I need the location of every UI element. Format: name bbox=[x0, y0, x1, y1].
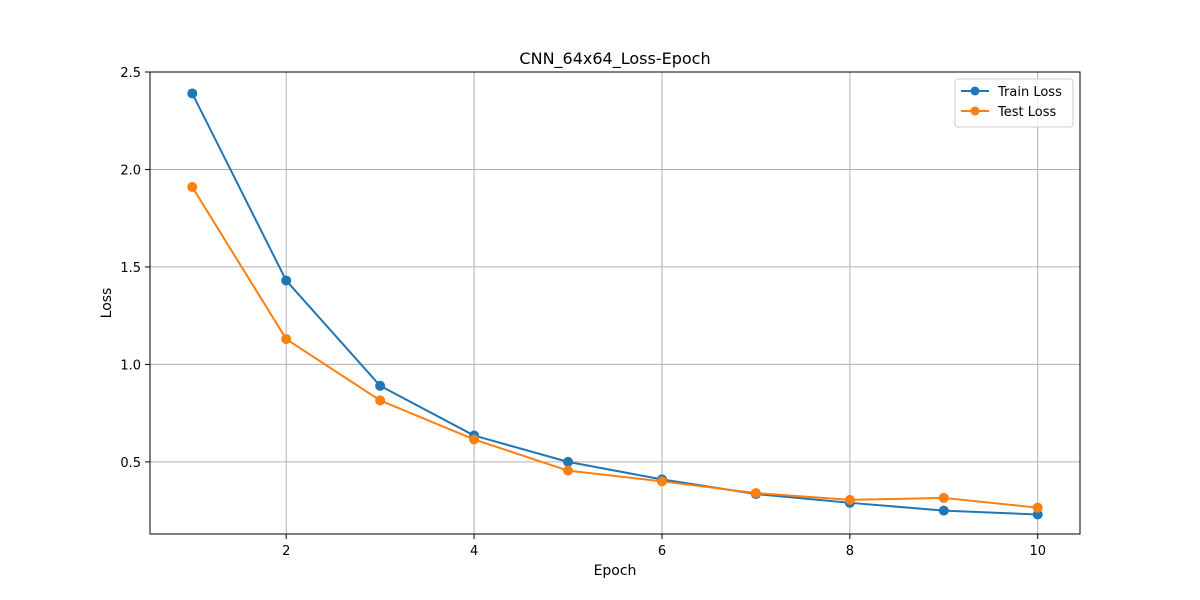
data-point bbox=[281, 275, 292, 286]
x-tick-label: 4 bbox=[470, 544, 478, 559]
axis-ticks: 2 4 6 8 10 0.5 1.0 1.5 2.0 2.5 bbox=[120, 66, 1046, 559]
x-axis-label: Epoch bbox=[594, 563, 637, 579]
data-point bbox=[938, 505, 949, 516]
y-axis-label: Loss bbox=[99, 288, 115, 319]
chart-title: CNN_64x64_Loss-Epoch bbox=[519, 49, 710, 69]
y-tick-label: 1.0 bbox=[120, 358, 141, 373]
legend-marker bbox=[970, 86, 980, 96]
legend-marker bbox=[970, 106, 980, 116]
series-test-loss bbox=[187, 182, 1043, 513]
data-point bbox=[281, 334, 292, 345]
data-point bbox=[375, 395, 386, 406]
data-point bbox=[563, 465, 574, 476]
legend-item: Test Loss bbox=[961, 105, 1056, 120]
data-point bbox=[469, 434, 480, 445]
series-layer bbox=[187, 88, 1043, 520]
x-tick-label: 6 bbox=[658, 544, 666, 559]
y-tick-label: 2.0 bbox=[120, 163, 141, 178]
y-tick-label: 1.5 bbox=[120, 261, 141, 276]
legend-label: Train Loss bbox=[997, 85, 1062, 100]
data-point bbox=[750, 488, 761, 499]
data-point bbox=[844, 494, 855, 505]
data-point bbox=[187, 182, 198, 193]
data-point bbox=[375, 380, 386, 391]
plot-area-frame bbox=[149, 71, 1081, 535]
data-point bbox=[1032, 502, 1043, 513]
y-tick-label: 2.5 bbox=[120, 66, 141, 81]
x-tick-label: 10 bbox=[1029, 544, 1046, 559]
x-tick-label: 2 bbox=[282, 544, 290, 559]
data-point bbox=[187, 88, 198, 99]
data-point bbox=[563, 456, 574, 467]
series-line bbox=[191, 92, 1038, 516]
legend-label: Test Loss bbox=[997, 105, 1056, 120]
x-tick-label: 8 bbox=[846, 544, 854, 559]
series-line bbox=[191, 186, 1038, 509]
y-tick-label: 0.5 bbox=[120, 456, 141, 471]
data-point bbox=[938, 492, 949, 503]
data-point bbox=[656, 476, 667, 487]
legend: Train Loss Test Loss bbox=[954, 78, 1074, 128]
legend-item: Train Loss bbox=[961, 85, 1062, 100]
